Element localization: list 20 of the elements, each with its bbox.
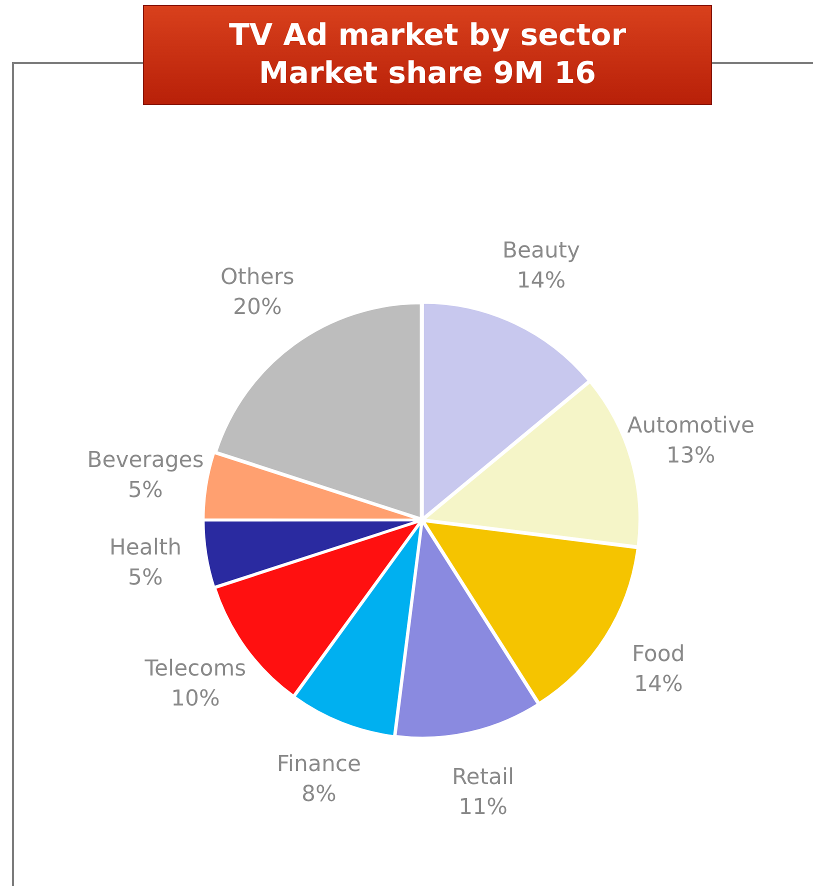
data-label: 11% xyxy=(458,794,508,820)
data-label: 8% xyxy=(301,782,336,808)
data-label: 5% xyxy=(128,566,163,591)
slice-label: Retail xyxy=(452,764,514,790)
data-label: 20% xyxy=(232,295,282,320)
data-label: 14% xyxy=(516,268,566,294)
slice-label: Beauty xyxy=(502,238,580,264)
slice-label: Automotive xyxy=(627,414,755,439)
slice-label: Others xyxy=(220,265,294,290)
data-label: 13% xyxy=(666,444,716,469)
slice-label: Health xyxy=(109,536,182,561)
data-label: 14% xyxy=(634,672,683,697)
data-label: 5% xyxy=(128,478,163,503)
slice-label: Beverages xyxy=(87,448,204,473)
slice-label: Food xyxy=(632,642,685,667)
chart-title: TV Ad market by sector xyxy=(228,17,628,55)
chart-subtitle: Market share 9M 16 xyxy=(258,55,598,93)
slice-label: Telecoms xyxy=(144,656,246,682)
data-label: 10% xyxy=(171,686,220,712)
slice-label: Finance xyxy=(276,752,362,778)
